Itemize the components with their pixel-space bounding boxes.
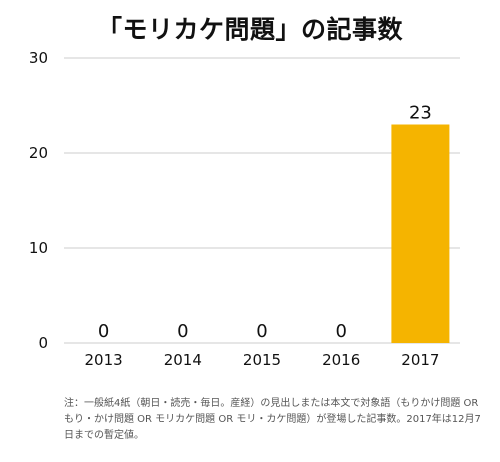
data-label-2013: 0 (98, 321, 109, 342)
x-tick-label-2013: 2013 (85, 351, 123, 369)
y-tick-label-10: 10 (29, 239, 48, 257)
data-label-2016: 0 (335, 321, 346, 342)
bar-2017 (391, 124, 450, 343)
x-tick-label-2014: 2014 (164, 351, 202, 369)
y-tick-label-30: 30 (29, 49, 48, 67)
data-label-2015: 0 (256, 321, 267, 342)
y-tick-label-20: 20 (29, 144, 48, 162)
x-tick-label-2016: 2016 (322, 351, 360, 369)
x-tick-label-2015: 2015 (243, 351, 281, 369)
y-tick-label-0: 0 (38, 334, 48, 352)
chart-title: 「モリカケ問題」の記事数 (96, 15, 403, 44)
data-label-2017: 23 (409, 103, 432, 124)
data-label-2014: 0 (177, 321, 188, 342)
x-tick-label-2017: 2017 (401, 351, 439, 369)
footnote: 注：一般紙4紙（朝日・読売・毎日。産経）の見出しまたは本文で対象語（もりかけ問題… (64, 398, 481, 441)
